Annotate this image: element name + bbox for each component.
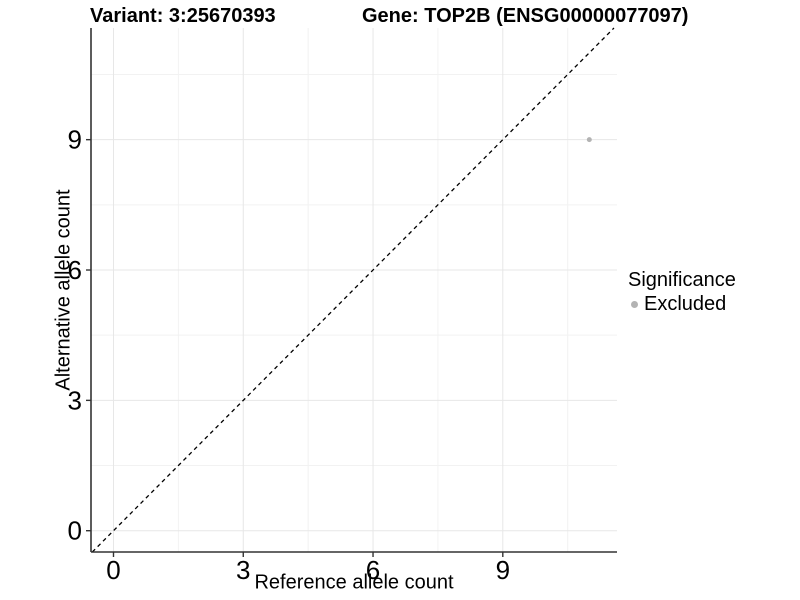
y-axis-title: Alternative allele count xyxy=(52,189,75,391)
y-tick-label: 0 xyxy=(68,516,82,546)
data-point xyxy=(586,137,592,143)
x-tick-label: 3 xyxy=(236,555,250,585)
plot-title-variant: Variant: 3:25670393 xyxy=(90,5,276,27)
x-axis-title: Reference allele count xyxy=(254,571,454,594)
x-tick-label: 6 xyxy=(366,555,380,585)
y-tick-label: 9 xyxy=(68,125,82,155)
legend: Significance Excluded xyxy=(628,268,736,316)
identity-line xyxy=(91,27,615,553)
y-tick-label: 6 xyxy=(68,255,82,285)
legend-item-excluded: Excluded xyxy=(628,292,736,316)
x-tick-label: 0 xyxy=(106,555,120,585)
plot-title-gene: Gene: TOP2B (ENSG00000077097) xyxy=(362,5,689,27)
x-tick-label: 9 xyxy=(496,555,510,585)
legend-item-label: Excluded xyxy=(644,293,727,315)
legend-dot xyxy=(631,300,638,308)
legend-title: Significance xyxy=(628,269,736,291)
y-tick-label: 3 xyxy=(68,385,82,415)
